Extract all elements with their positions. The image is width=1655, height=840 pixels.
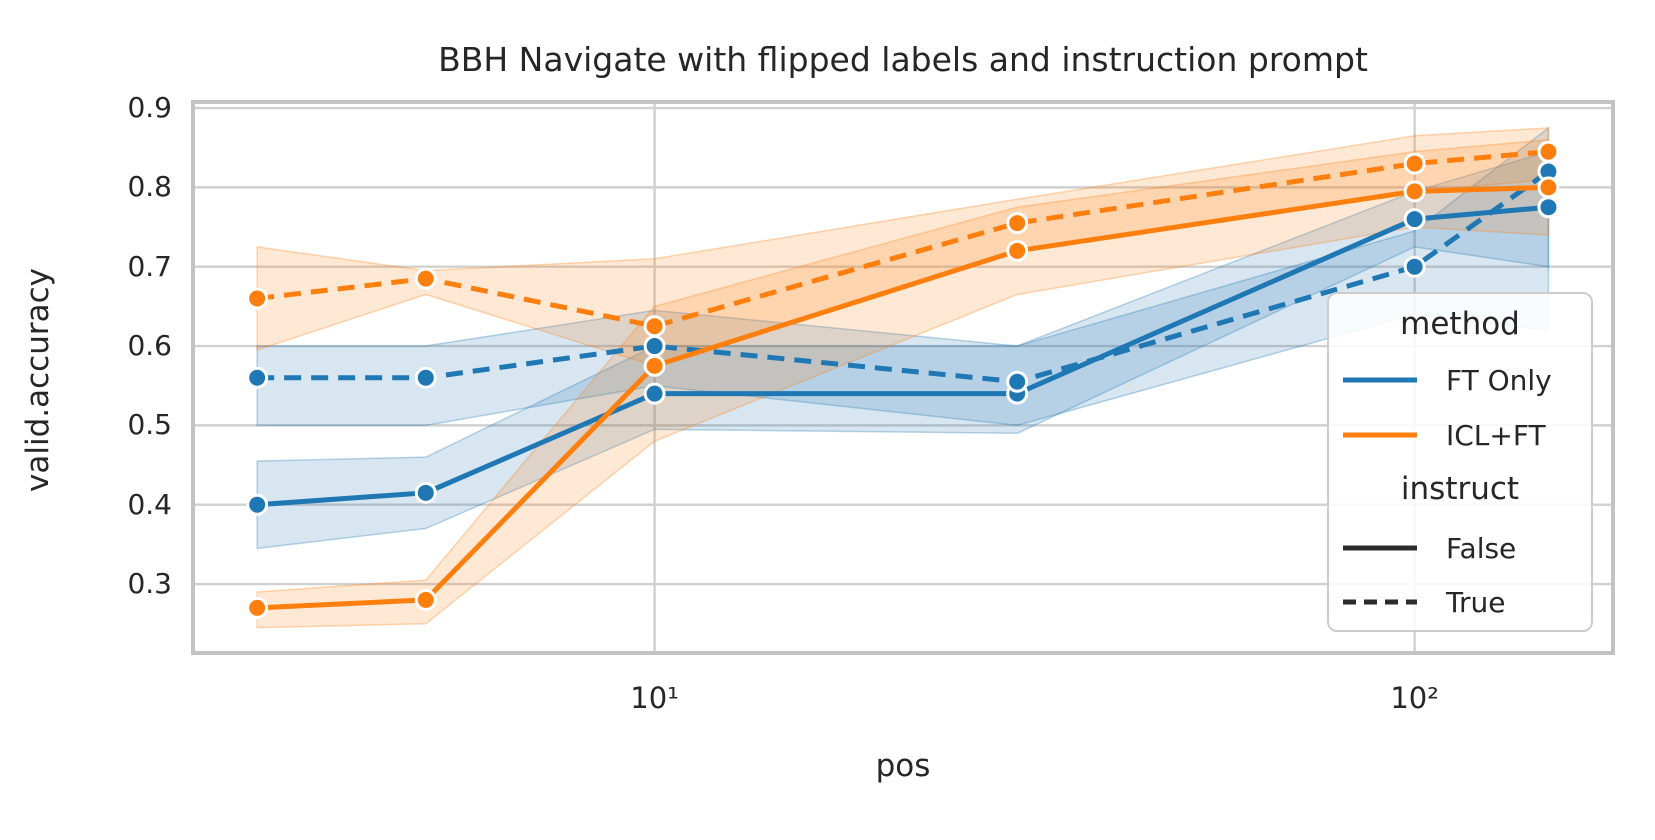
legend-label-true: True (1446, 585, 1506, 619)
legend-label-ft-only: FT Only (1446, 363, 1552, 397)
data-point (643, 382, 666, 405)
axes-spines (191, 100, 1615, 655)
data-point (643, 335, 666, 358)
x-axis-label: pos (875, 748, 931, 784)
data-point (246, 366, 269, 389)
chart-title: BBH Navigate with flipped labels and ins… (438, 40, 1368, 79)
x-tick-label: 10² (1390, 681, 1439, 715)
data-point (1006, 212, 1029, 235)
data-point (1403, 208, 1426, 231)
ft-only-line-swatch (1343, 377, 1417, 383)
data-point (414, 366, 437, 389)
y-tick-label: 0.4 (127, 487, 172, 521)
data-point (1537, 196, 1560, 219)
data-point (643, 315, 666, 338)
y-tick-label: 0.5 (127, 408, 172, 442)
data-point (1006, 239, 1029, 262)
data-point (643, 354, 666, 377)
data-point (414, 481, 437, 504)
data-point (1537, 140, 1560, 163)
data-point (1537, 176, 1560, 199)
data-point (414, 267, 437, 290)
series-line-icl-ft-false (257, 184, 1549, 611)
legend-label-false: False (1446, 531, 1517, 565)
x-tick-label: 10¹ (630, 681, 679, 715)
data-point (246, 287, 269, 310)
data-point (246, 493, 269, 516)
legend-item-true: True (1341, 585, 1505, 619)
legend-label-icl-ft: ICL+FT (1446, 418, 1546, 452)
data-point (414, 588, 437, 611)
legend-item-false: False (1341, 531, 1516, 565)
series-line-ft-only-false (256, 204, 1549, 508)
series-line-icl-ft-true (256, 149, 1549, 329)
y-tick-label: 0.3 (127, 567, 172, 601)
data-point (1403, 180, 1426, 203)
data-point (1403, 255, 1426, 278)
y-tick-label: 0.8 (127, 170, 172, 204)
icl-ft-line-swatch (1343, 432, 1417, 438)
legend-instruct-title: instruct (1400, 471, 1520, 507)
instruct-true-line-swatch (1343, 599, 1417, 605)
legend-item-icl-ft: ICL+FT (1341, 418, 1546, 452)
legend-method-title: method (1400, 306, 1520, 342)
series-line-ft-only-true (257, 169, 1550, 385)
y-tick-label: 0.9 (127, 91, 172, 125)
legend: method FT Only ICL+FT instruct False Tru (1327, 292, 1593, 632)
data-point (1006, 370, 1029, 393)
y-tick-label: 0.6 (127, 329, 172, 363)
y-tick-label: 0.7 (127, 249, 172, 283)
legend-item-ft-only: FT Only (1341, 363, 1552, 397)
data-point (1403, 152, 1426, 175)
data-point (246, 596, 269, 619)
instruct-false-line-swatch (1343, 545, 1417, 551)
